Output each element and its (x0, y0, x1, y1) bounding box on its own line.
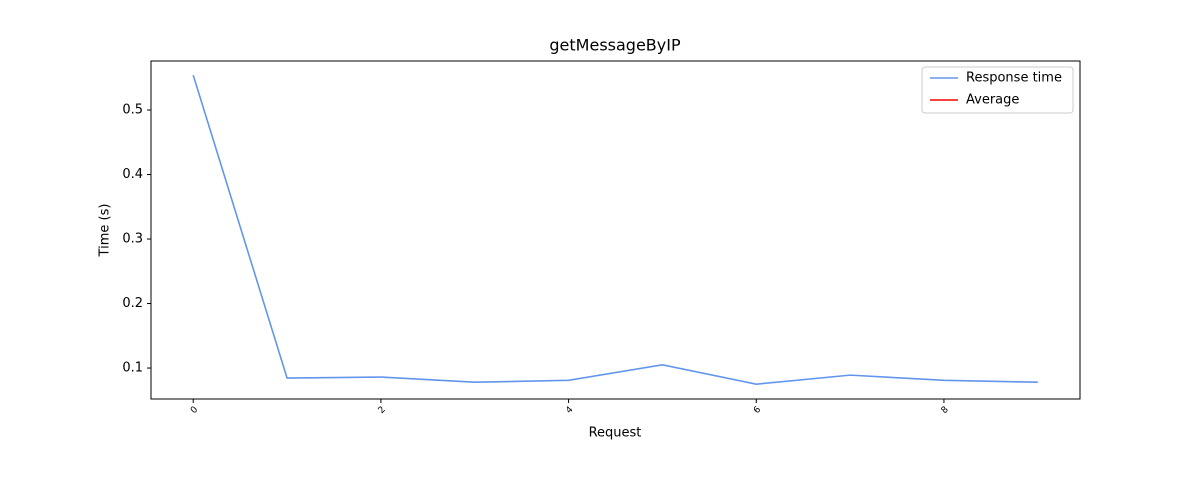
y-tick-label: 0.4 (122, 167, 143, 182)
x-tick-label: 2 (377, 405, 388, 416)
y-tick-label: 0.1 (122, 361, 143, 376)
x-tick-label: 8 (940, 405, 951, 416)
legend-label: Response time (966, 71, 1062, 86)
legend-label: Average (966, 93, 1019, 108)
y-tick-label: 0.5 (122, 103, 143, 118)
y-tick-label: 0.3 (122, 232, 143, 247)
chart-title: getMessageByIP (549, 36, 681, 55)
legend-box (921, 66, 1074, 114)
x-tick-label: 4 (564, 405, 575, 416)
y-axis-label: Time (s) (98, 204, 113, 258)
plot-frame (150, 60, 1081, 400)
x-tick-label: 0 (189, 405, 200, 416)
y-tick-label: 0.2 (122, 296, 143, 311)
x-tick-label: 6 (752, 405, 763, 416)
series-line (192, 74, 1038, 385)
x-axis-label: Request (589, 426, 642, 441)
